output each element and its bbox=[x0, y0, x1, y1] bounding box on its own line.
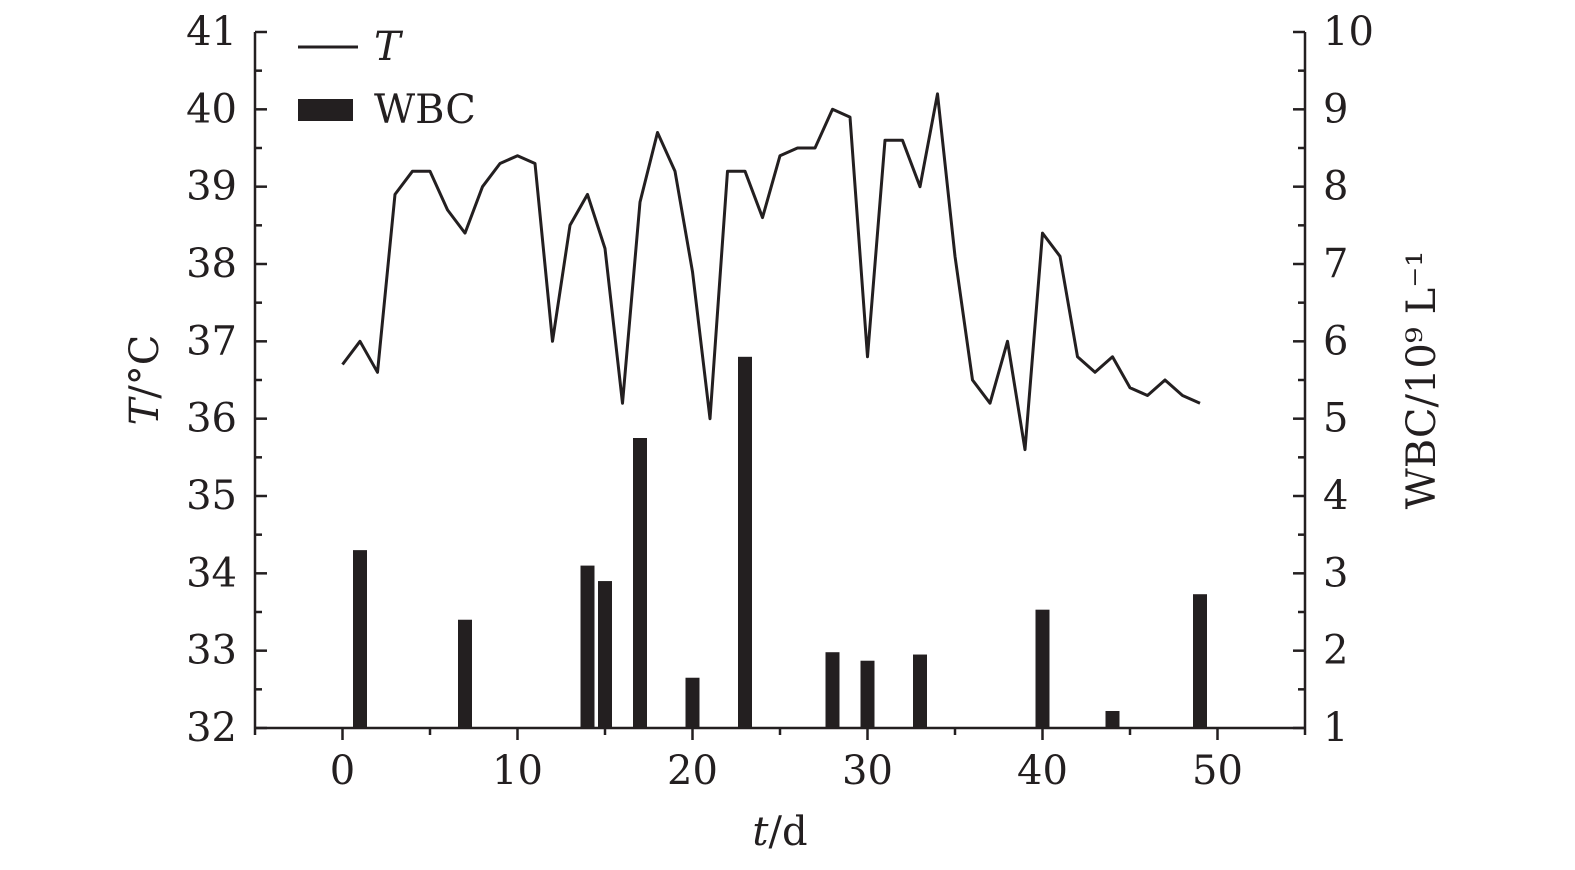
wbc-bar bbox=[825, 652, 840, 728]
y-right-tick-label: 3 bbox=[1323, 550, 1348, 596]
y-left-tick-label: 36 bbox=[186, 396, 237, 442]
wbc-bars bbox=[353, 356, 1207, 728]
y-right-tick-label: 2 bbox=[1323, 628, 1348, 674]
axes: 0 10 20 30 40 5032333435363738394041123456789… bbox=[186, 9, 1374, 794]
y-left-tick-label: 37 bbox=[186, 318, 237, 364]
x-tick-label: 0 bbox=[330, 748, 355, 794]
y-right-tick-label: 4 bbox=[1323, 473, 1348, 519]
wbc-bar bbox=[1193, 594, 1207, 728]
wbc-bar bbox=[1035, 609, 1050, 728]
legend-label-t: T bbox=[374, 24, 404, 70]
x-tick-label: 40 bbox=[1017, 748, 1068, 794]
wbc-bar bbox=[685, 677, 700, 728]
legend-label-wbc: WBC bbox=[374, 87, 476, 133]
y-right-tick-label: 7 bbox=[1323, 241, 1348, 287]
y-right-tick-label: 10 bbox=[1323, 9, 1374, 55]
y-right-tick-label: 8 bbox=[1323, 164, 1348, 210]
axis-titles: t/d T/°C WBC/10⁹ L⁻¹ bbox=[122, 251, 1445, 855]
y-right-tick-label: 9 bbox=[1323, 86, 1348, 132]
y-right-tick-label: 5 bbox=[1323, 396, 1348, 442]
y-left-tick-label: 38 bbox=[186, 241, 237, 287]
temperature-line-group bbox=[341, 92, 1201, 452]
x-tick-label: 10 bbox=[492, 748, 543, 794]
y-right-tick-label: 1 bbox=[1323, 705, 1348, 751]
legend: T WBC bbox=[298, 24, 476, 133]
wbc-bar bbox=[458, 619, 472, 728]
y-right-tick-label: 6 bbox=[1323, 318, 1348, 364]
wbc-bar bbox=[1105, 710, 1120, 728]
wbc-bar bbox=[913, 654, 927, 728]
wbc-bar bbox=[598, 581, 612, 728]
y-left-tick-label: 40 bbox=[186, 86, 237, 132]
temperature-line bbox=[341, 92, 1201, 452]
x-tick-label: 50 bbox=[1192, 748, 1243, 794]
x-tick-label: 20 bbox=[667, 748, 718, 794]
y-axis-right-title: WBC/10⁹ L⁻¹ bbox=[1399, 251, 1445, 510]
wbc-bar bbox=[580, 565, 595, 728]
y-axis-left-title: T/°C bbox=[122, 335, 168, 426]
y-left-tick-label: 33 bbox=[186, 628, 237, 674]
wbc-bar bbox=[860, 660, 875, 728]
y-left-tick-label: 34 bbox=[186, 550, 237, 596]
x-axis-title: t/d bbox=[752, 809, 807, 855]
y-left-tick-label: 32 bbox=[186, 705, 237, 751]
y-left-tick-label: 41 bbox=[186, 9, 237, 55]
wbc-bar bbox=[353, 550, 367, 728]
legend-bar-swatch bbox=[298, 99, 353, 121]
y-left-tick-label: 35 bbox=[186, 473, 237, 519]
x-tick-label: 30 bbox=[842, 748, 893, 794]
y-left-tick-label: 39 bbox=[186, 164, 237, 210]
wbc-bar bbox=[738, 356, 752, 728]
wbc-bar bbox=[633, 438, 647, 728]
